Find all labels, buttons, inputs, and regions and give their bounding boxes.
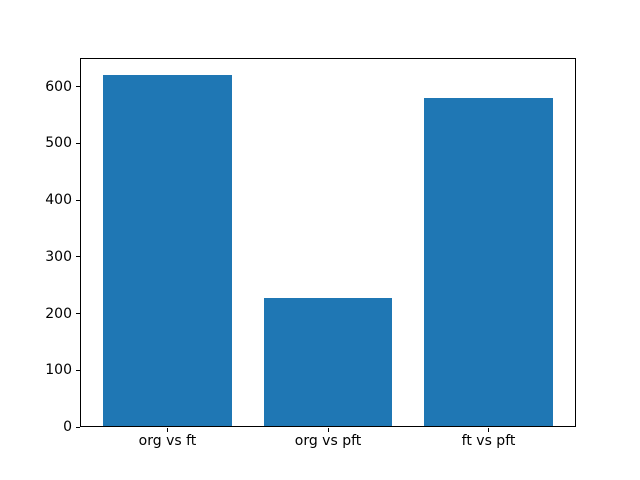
x-tick-mark <box>327 427 329 432</box>
y-tick-label: 400 <box>45 192 72 209</box>
y-tick-label: 100 <box>45 362 72 379</box>
x-tick-mark <box>488 427 490 432</box>
y-tick-mark <box>75 199 80 201</box>
y-tick-label: 600 <box>45 78 72 95</box>
x-tick-label: org vs ft <box>138 433 197 450</box>
bar-2 <box>424 97 553 428</box>
x-tick-label: ft vs pft <box>461 433 516 450</box>
y-tick-mark <box>75 369 80 371</box>
y-tick-mark <box>75 313 80 315</box>
y-tick-mark <box>75 142 80 144</box>
bar-0 <box>103 75 232 428</box>
plot-area: 0 100 200 300 400 500 600 org vs ft org vs pft ft… <box>45 57 576 448</box>
y-tick-mark <box>75 86 80 88</box>
x-tick-label: org vs pft <box>294 433 362 450</box>
y-tick-label: 300 <box>45 248 72 265</box>
bar-1 <box>263 297 393 428</box>
y-tick-mark <box>75 256 80 258</box>
y-tick-mark <box>75 426 80 428</box>
y-tick-label: 500 <box>45 135 72 152</box>
y-tick-label: 200 <box>45 305 72 322</box>
y-tick-label: 0 <box>63 419 72 436</box>
x-tick-mark <box>166 427 168 432</box>
